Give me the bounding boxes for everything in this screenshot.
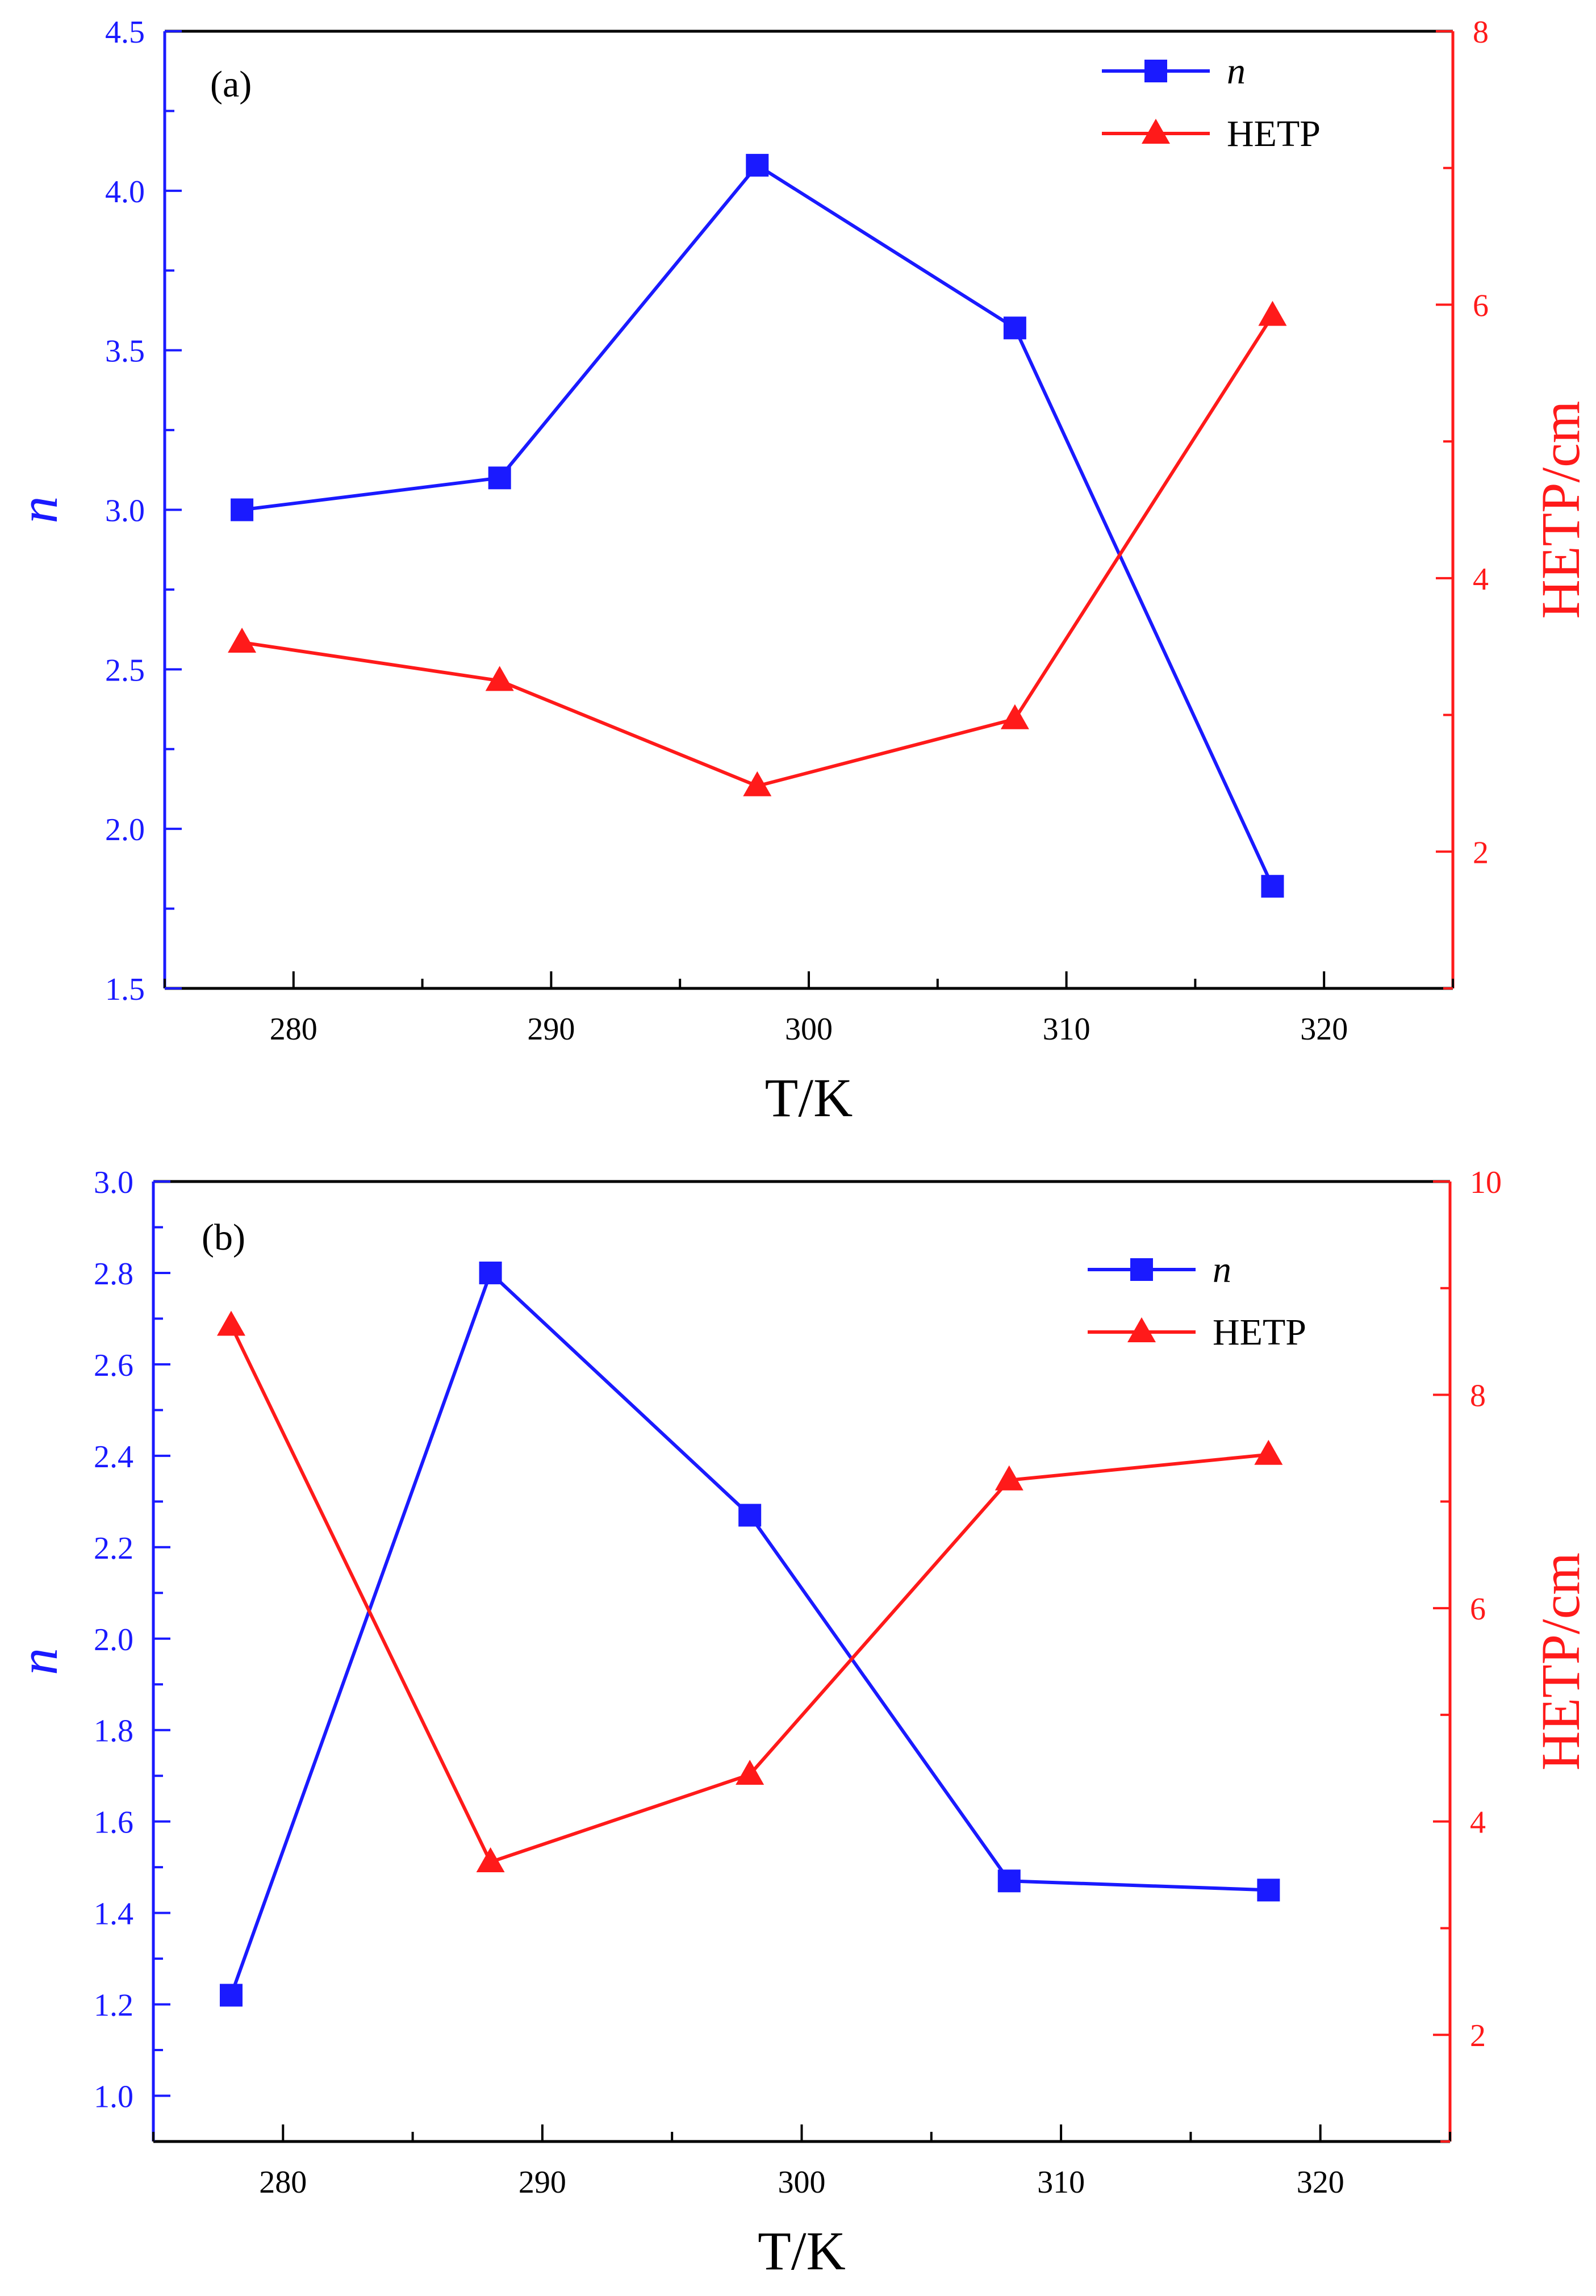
left-y-tick-label: 1.4 [94,1897,133,1932]
legend-marker-triangle [1142,119,1170,144]
x-tick-label: 320 [1300,1012,1348,1047]
legend-label: n [1227,51,1246,92]
data-point-n [219,1984,243,2007]
chart-panel-b: 280 290 300 310 320 1.0 1.2 1.4 1.6 1.8 2.0 2.2 2.4 2… [8,1165,1591,2281]
left-y-tick-label: 1.2 [94,1988,133,2023]
left-y-tick-label: 2.2 [94,1531,133,1566]
data-point-n [488,466,511,490]
data-point-hetp [1254,1439,1283,1465]
right-y-axis-title: HETP/cm [1530,1552,1591,1771]
data-point-hetp [736,1760,764,1785]
data-point-hetp [743,771,772,796]
data-point-hetp [485,666,514,691]
x-tick-label: 300 [778,2165,826,2200]
left-y-tick-label: 4.5 [105,15,145,50]
left-y-tick-label: 2.6 [94,1348,133,1383]
right-y-tick-label: 8 [1470,1379,1486,1414]
right-y-tick-label: 4 [1470,1805,1486,1840]
x-tick-label: 280 [259,2165,307,2200]
legend-label: HETP [1213,1312,1306,1353]
data-point-n [1261,875,1284,898]
data-point-n [997,1869,1021,1893]
legend-marker-square [1130,1258,1153,1281]
x-axis-title: T/K [765,1067,853,1128]
data-point-hetp [216,1310,245,1336]
data-point-n [1257,1878,1280,1902]
panel-label: (a) [210,64,252,105]
data-point-n [479,1261,502,1284]
data-point-hetp [1000,704,1029,729]
right-y-tick-label: 2 [1473,835,1489,870]
legend-label: HETP [1227,113,1321,155]
data-point-hetp [228,627,257,653]
x-tick-label: 300 [785,1012,833,1047]
left-y-tick-label: 2.4 [94,1439,133,1475]
data-point-hetp [1258,300,1287,326]
x-tick-label: 290 [527,1012,575,1047]
data-point-n [738,1504,762,1527]
x-tick-label: 280 [270,1012,317,1047]
left-y-tick-label: 2.0 [94,1622,133,1658]
right-y-tick-label: 6 [1473,288,1489,323]
data-point-n [746,153,769,177]
x-tick-label: 310 [1037,2165,1085,2200]
legend-marker-square [1144,60,1167,82]
x-tick-label: 290 [519,2165,566,2200]
data-point-n [231,498,254,521]
left-y-tick-label: 2.8 [94,1256,133,1292]
left-y-tick-label: 3.0 [105,494,145,529]
right-y-tick-label: 4 [1473,562,1489,597]
left-y-tick-label: 1.5 [105,972,145,1007]
right-y-axis-title: HETP/cm [1530,401,1591,619]
right-y-tick-label: 6 [1470,1592,1486,1627]
left-y-axis-title: n [8,496,69,524]
data-point-hetp [476,1847,505,1873]
left-y-tick-label: 2.5 [105,653,145,688]
left-y-tick-label: 4.0 [105,174,145,210]
panel-label: (b) [202,1217,245,1258]
legend-marker-triangle [1127,1317,1156,1342]
data-point-hetp [995,1465,1023,1491]
left-y-tick-label: 2.0 [105,812,145,848]
left-y-tick-label: 3.5 [105,334,145,369]
left-y-tick-label: 3.0 [94,1165,133,1200]
right-y-tick-label: 2 [1470,2018,1486,2053]
left-y-tick-label: 1.8 [94,1714,133,1749]
right-y-tick-label: 8 [1473,15,1489,50]
x-tick-label: 320 [1297,2165,1344,2200]
legend-label: n [1213,1249,1231,1291]
series-line-n [229,1270,1269,1996]
left-y-tick-label: 1.0 [94,2080,133,2115]
left-y-tick-label: 1.6 [94,1805,133,1840]
x-axis-title: T/K [758,2220,846,2281]
chart-panel-a: 280 290 300 310 320 1.5 2.0 2.5 3.0 3.5 4.0 4.5 2 4 6 8… [8,15,1591,1128]
data-point-n [1003,316,1026,340]
right-y-tick-label: 10 [1470,1165,1502,1200]
x-tick-label: 310 [1043,1012,1091,1047]
left-y-axis-title: n [8,1648,69,1675]
